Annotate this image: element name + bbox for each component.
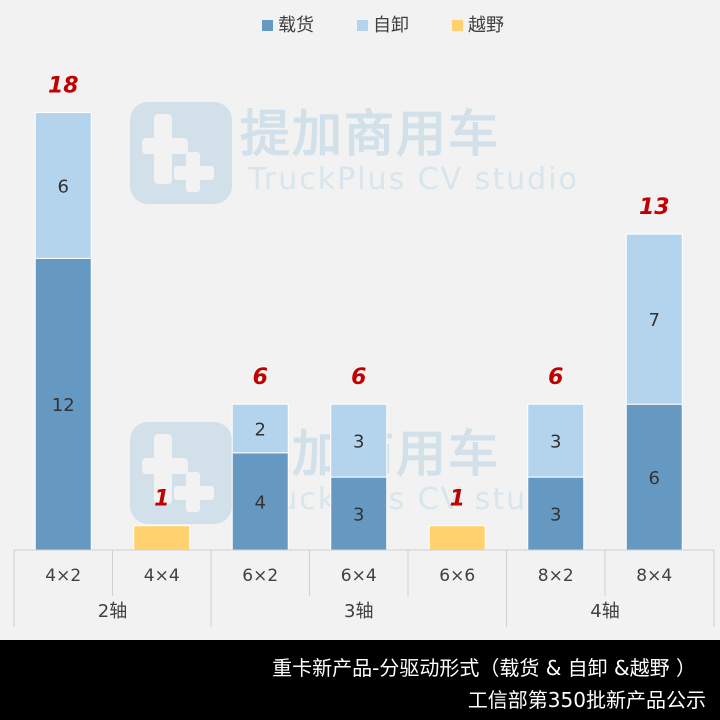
bar-segment xyxy=(133,525,191,551)
total-label: 1 xyxy=(154,487,169,512)
bar-segment xyxy=(527,403,585,478)
bar-segment xyxy=(34,257,92,551)
footer-title: 重卡新产品-分驱动形式（载货 & 自卸 &越野 ） xyxy=(272,656,696,680)
total-label: 6 xyxy=(253,365,268,390)
data-label: 3 xyxy=(353,505,364,526)
legend-swatch-3 xyxy=(452,20,463,31)
x-tick-label: 6×2 xyxy=(242,566,278,586)
legend-label-2: 自卸 xyxy=(373,15,409,36)
x-tick-label: 6×4 xyxy=(341,566,377,586)
data-label: 3 xyxy=(353,432,364,453)
data-label: 4 xyxy=(255,492,266,513)
bar-segment xyxy=(231,452,289,551)
x-tick-label: 8×2 xyxy=(538,566,574,586)
legend-swatch-2 xyxy=(357,20,368,31)
data-label: 2 xyxy=(255,420,266,441)
x-tick-label: 4×4 xyxy=(144,566,180,586)
bar-segment xyxy=(625,233,683,405)
bar-segment xyxy=(625,403,683,551)
x-group-label: 4轴 xyxy=(590,601,619,622)
data-label: 7 xyxy=(649,310,660,331)
legend-swatch-1 xyxy=(262,20,273,31)
total-label: 6 xyxy=(351,365,366,390)
x-tick-label: 6×6 xyxy=(439,566,475,586)
x-group-label: 2轴 xyxy=(98,601,127,622)
legend-label-3: 越野 xyxy=(468,15,504,36)
total-label: 18 xyxy=(48,74,79,99)
bar-segment xyxy=(34,112,92,259)
data-label: 12 xyxy=(52,395,75,416)
data-label: 3 xyxy=(550,432,561,453)
footer-source: 工信部第350批新产品公示 xyxy=(467,688,706,712)
x-tick-label: 8×4 xyxy=(636,566,672,586)
bar-segment xyxy=(330,476,388,551)
data-label: 6 xyxy=(58,177,69,198)
legend-label-1: 载货 xyxy=(278,15,314,36)
bar-segment xyxy=(231,403,289,454)
x-group-label: 3轴 xyxy=(344,601,373,622)
total-label: 1 xyxy=(450,487,465,512)
x-tick-label: 4×2 xyxy=(45,566,81,586)
bar-segment xyxy=(428,525,486,551)
bar-segment xyxy=(527,476,585,551)
data-label: 3 xyxy=(550,505,561,526)
data-label: 6 xyxy=(649,468,660,489)
total-label: 6 xyxy=(548,365,563,390)
footer-banner: 重卡新产品-分驱动形式（载货 & 自卸 &越野 ） 工信部第350批新产品公示 xyxy=(0,640,720,720)
bar-segment xyxy=(330,403,388,478)
total-label: 13 xyxy=(639,195,670,220)
